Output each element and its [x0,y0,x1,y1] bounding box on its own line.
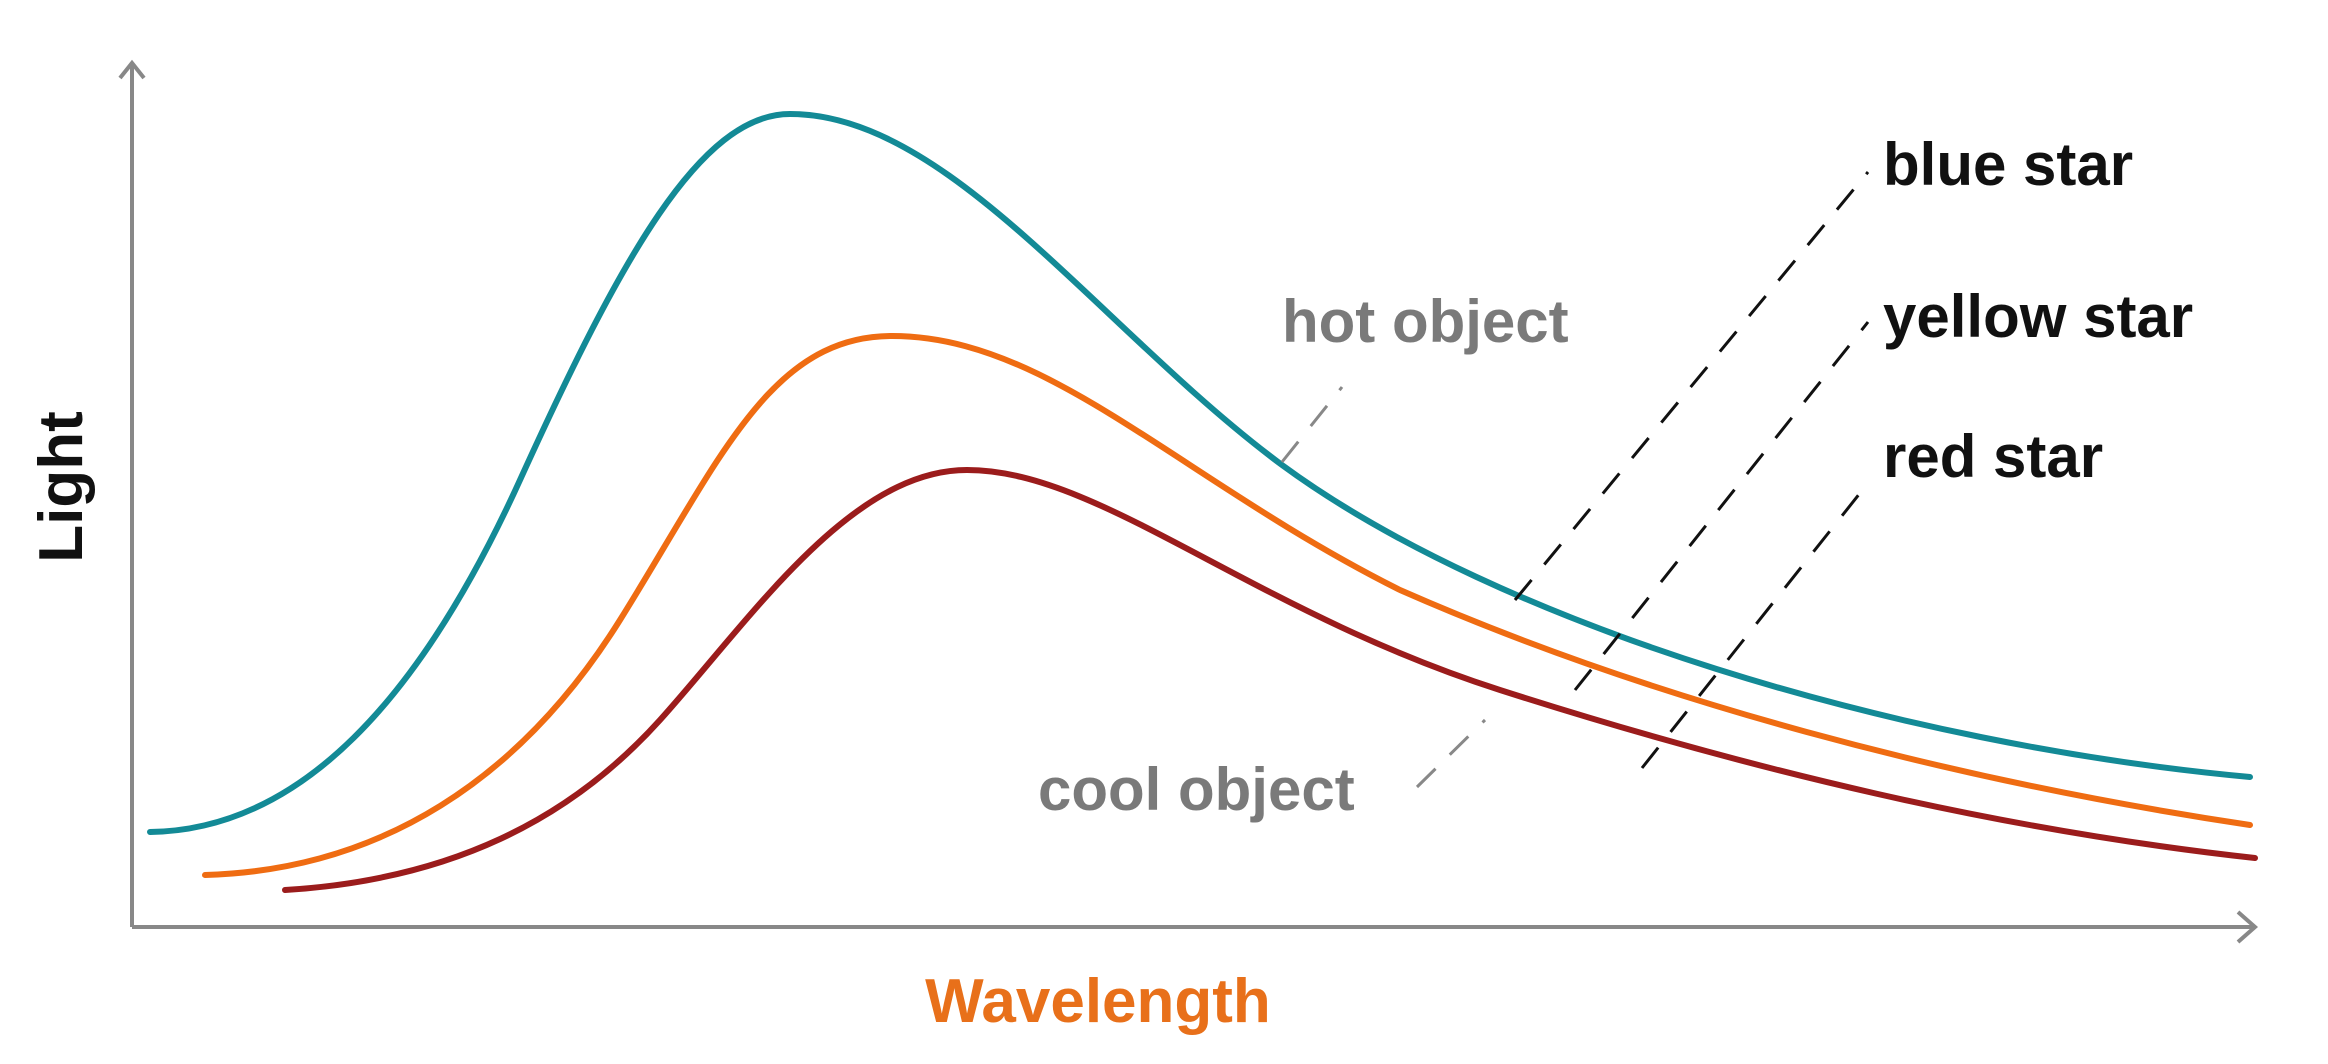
curve-label: yellow star [1883,283,2193,350]
axes [118,59,2259,944]
curve-label: blue star [1883,131,2133,198]
hot-leader [1280,386,1344,463]
y-axis-label: Light [27,411,96,563]
cool-leader [1415,718,1487,789]
x-axis-label: Wavelength [925,967,1271,1036]
y-arrow [118,59,146,80]
annotation: cool object [1038,756,1355,823]
red-star-curve [282,466,2258,893]
yellow-leader [1573,321,1870,691]
blue-leader [1513,171,1870,601]
blue-star-curve [147,110,2253,835]
x-arrow [2236,910,2259,944]
curve-label: red star [1883,423,2103,490]
red-leader [1640,482,1870,769]
annotation: hot object [1282,288,1569,355]
yellow-star-curve [202,332,2253,878]
